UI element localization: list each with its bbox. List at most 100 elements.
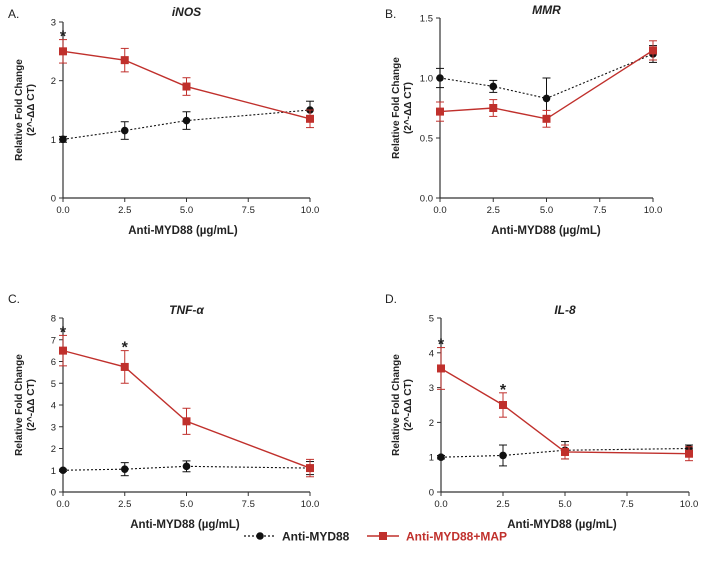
x-tick-label: 5.0	[540, 205, 553, 216]
x-tick-label: 7.5	[242, 499, 255, 510]
y-tick-label: 1.5	[420, 14, 433, 25]
series-line-anti-myd88-map	[439, 49, 654, 120]
x-tick-label: 10.0	[301, 499, 320, 510]
x-tick-label: 10.0	[301, 205, 320, 216]
significance-star: *	[438, 337, 445, 354]
data-point-anti-myd88-map	[436, 107, 444, 116]
data-point-anti-myd88	[489, 82, 498, 91]
data-point-anti-myd88	[182, 462, 191, 471]
x-tick-label: 0.0	[56, 499, 69, 510]
y-tick-label: 5	[429, 314, 434, 325]
y-tick-label: 3	[429, 383, 434, 394]
x-axis-label: Anti-MYD88 (µg/mL)	[507, 519, 617, 531]
data-point-anti-myd88-map	[306, 464, 314, 473]
data-point-anti-myd88	[182, 116, 191, 125]
significance-star: *	[60, 324, 67, 341]
legend-anti-myd88-map-label: Anti-MYD88+MAP	[406, 530, 507, 544]
series-line-anti-myd88-map	[440, 367, 690, 455]
panel-title: iNOS	[172, 5, 201, 19]
series-line-anti-myd88	[62, 109, 311, 140]
data-point-anti-myd88-map	[499, 401, 507, 409]
panel-label: B.	[385, 7, 396, 21]
x-tick-label: 2.5	[118, 499, 131, 510]
legend-anti-myd88-label: Anti-MYD88	[282, 530, 350, 544]
significance-star: *	[500, 382, 507, 399]
data-point-anti-myd88	[59, 466, 67, 475]
y-axis-label: Relative Fold Change	[391, 354, 402, 456]
y-tick-label: 0.5	[420, 134, 433, 145]
y-tick-label: 1.0	[420, 74, 433, 85]
y-tick-label: 4	[429, 348, 434, 359]
x-tick-label: 7.5	[593, 205, 606, 216]
x-tick-label: 5.0	[180, 499, 193, 510]
data-point-anti-myd88	[542, 94, 551, 103]
x-tick-label: 0.0	[434, 499, 447, 510]
series-line-anti-myd88-map	[62, 50, 311, 120]
x-axis-label: Anti-MYD88 (µg/mL)	[491, 225, 601, 237]
x-tick-label: 0.0	[56, 205, 69, 216]
x-tick-label: 2.5	[496, 499, 509, 510]
y-axis-label-unit: (2^-ΔΔ CT)	[403, 379, 414, 431]
panel-label: C.	[8, 292, 20, 306]
x-tick-label: 0.0	[433, 205, 446, 216]
panel-title: TNF-α	[169, 303, 204, 317]
y-tick-label: 1	[51, 135, 56, 146]
y-tick-label: 4	[51, 401, 56, 412]
y-tick-label: 1	[429, 453, 434, 464]
data-point-anti-myd88-map	[561, 447, 569, 456]
y-tick-label: 8	[51, 314, 56, 325]
y-tick-label: 2	[51, 444, 56, 455]
legend-anti-myd88-map-marker	[379, 532, 387, 540]
y-tick-label: 2	[51, 76, 56, 87]
y-axis-label: Relative Fold Change	[391, 57, 402, 159]
y-tick-label: 0	[429, 488, 434, 499]
x-tick-label: 2.5	[118, 205, 131, 216]
data-point-anti-myd88-map	[437, 364, 445, 373]
y-axis-label-unit: (2^-ΔΔ CT)	[26, 84, 37, 136]
x-axis-label: Anti-MYD88 (µg/mL)	[128, 225, 238, 237]
y-tick-label: 0	[51, 488, 56, 499]
y-tick-label: 6	[51, 357, 56, 368]
x-tick-label: 7.5	[242, 205, 255, 216]
x-tick-label: 5.0	[558, 499, 571, 510]
data-point-anti-myd88-map	[59, 47, 67, 56]
data-point-anti-myd88	[120, 465, 129, 473]
x-tick-label: 10.0	[644, 205, 663, 216]
y-tick-label: 3	[51, 422, 56, 433]
data-point-anti-myd88-map	[120, 362, 129, 371]
significance-star: *	[60, 29, 67, 46]
series-line-anti-myd88	[439, 53, 654, 99]
y-tick-label: 7	[51, 335, 56, 346]
significance-star: *	[122, 340, 129, 357]
series-line-anti-myd88-map	[62, 349, 311, 469]
y-axis-label: Relative Fold Change	[14, 59, 25, 161]
y-tick-label: 2	[429, 418, 434, 429]
panel-label: D.	[385, 292, 397, 306]
data-point-anti-myd88	[120, 126, 129, 135]
y-axis-label-unit: (2^-ΔΔ CT)	[26, 379, 37, 431]
data-point-anti-myd88-map	[489, 104, 498, 112]
data-point-anti-myd88	[437, 453, 445, 462]
data-point-anti-myd88	[499, 451, 507, 460]
x-tick-label: 2.5	[487, 205, 500, 216]
panel-b: B. MMR 0.0 0.5 1.0 1.5 0.0 2.5 5.0 7.5 10.0 Anti-MY…	[385, 3, 662, 237]
panel-title: IL-8	[554, 303, 576, 317]
data-point-anti-myd88-map	[182, 417, 191, 426]
panel-label: A.	[8, 7, 19, 21]
y-tick-label: 3	[51, 18, 56, 29]
y-tick-label: 0.0	[420, 194, 433, 205]
x-axis-label: Anti-MYD88 (µg/mL)	[130, 519, 240, 531]
y-tick-label: 5	[51, 379, 56, 390]
y-tick-label: 0	[51, 194, 56, 205]
data-point-anti-myd88	[59, 135, 67, 144]
panel-title: MMR	[532, 3, 561, 17]
panel-d: D. IL-8 0 1 2 3 4 5 0.0 2.5 5.0 7.5 10.0 Anti-MYD88 (…	[385, 292, 698, 531]
legend-anti-myd88-marker	[256, 532, 264, 540]
data-point-anti-myd88-map	[306, 114, 314, 123]
y-axis-label: Relative Fold Change	[14, 354, 25, 456]
data-point-anti-myd88-map	[59, 346, 67, 355]
data-point-anti-myd88-map	[685, 449, 693, 458]
y-axis-label-unit: (2^-ΔΔ CT)	[403, 82, 414, 134]
